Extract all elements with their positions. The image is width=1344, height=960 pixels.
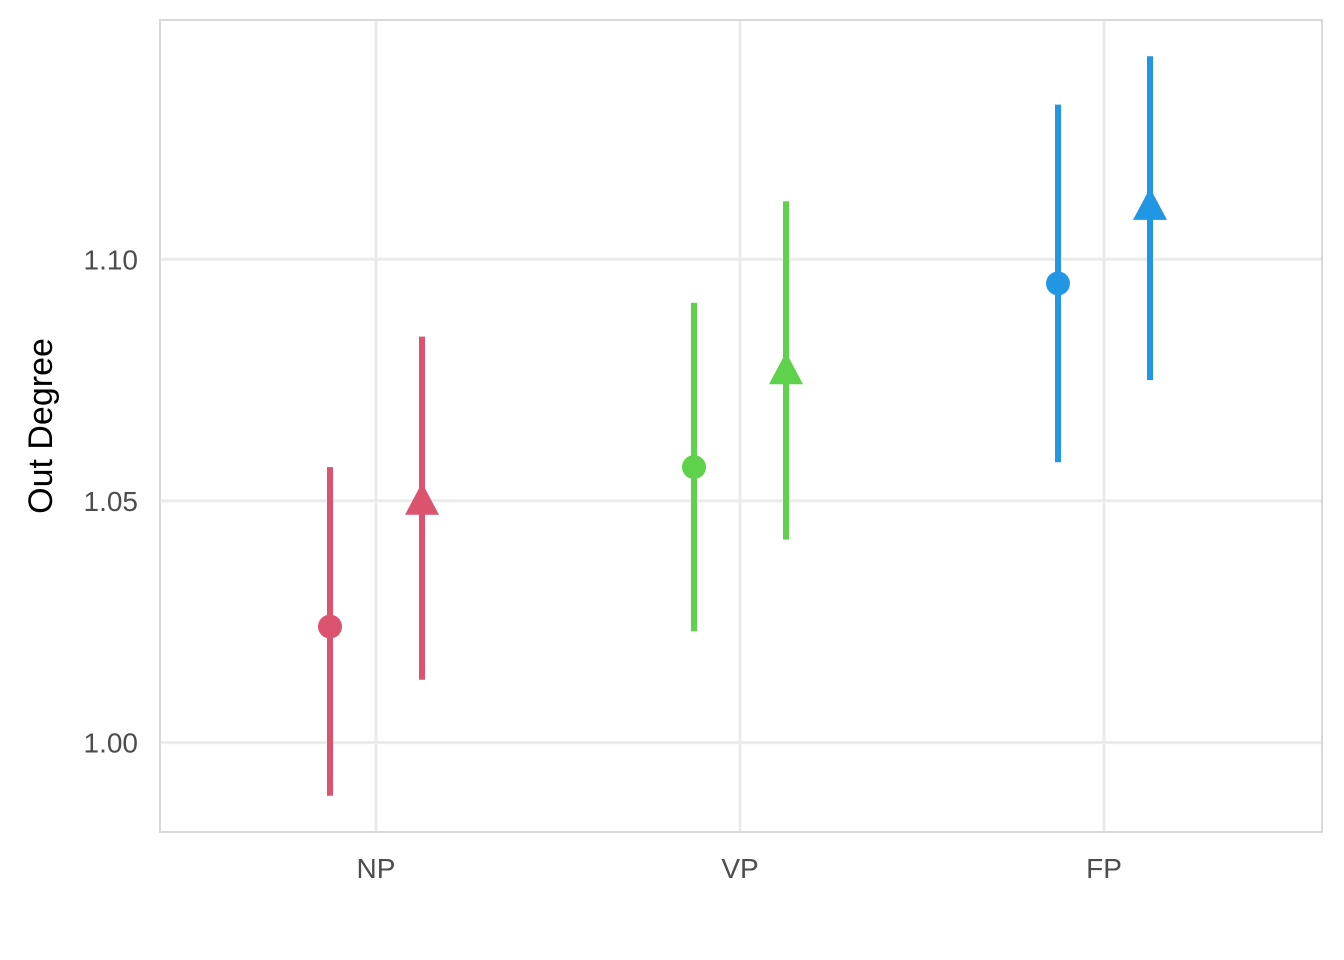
point-triangle xyxy=(405,482,439,515)
x-tick-labels: NP VP FP xyxy=(357,853,1122,884)
x-tick-label: VP xyxy=(721,853,758,884)
y-tick-label: 1.00 xyxy=(84,728,139,759)
y-tick-label: 1.05 xyxy=(84,486,139,517)
y-tick-label: 1.10 xyxy=(84,244,139,275)
y-tick-labels: 1.00 1.05 1.10 xyxy=(84,244,139,758)
point-circle xyxy=(682,455,706,480)
x-tick-label: NP xyxy=(357,853,396,884)
marks-layer xyxy=(318,56,1167,796)
y-axis-title: Out Degree xyxy=(22,338,60,514)
plot-panel xyxy=(159,19,1323,833)
point-triangle xyxy=(769,352,803,385)
grid-layer xyxy=(160,20,1322,832)
point-triangle xyxy=(1133,187,1167,220)
point-circle xyxy=(318,614,342,639)
x-tick-label: FP xyxy=(1086,853,1122,884)
point-circle xyxy=(1046,271,1070,296)
